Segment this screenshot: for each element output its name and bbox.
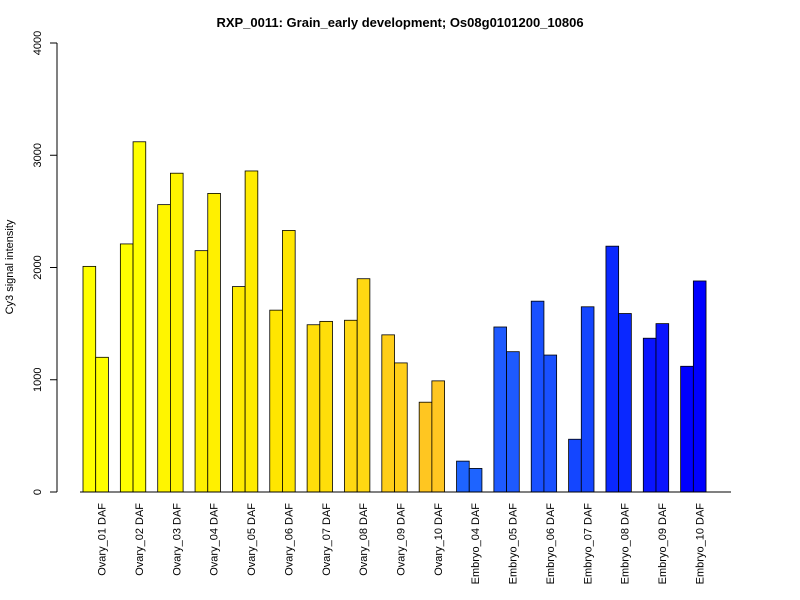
bar [618,313,632,493]
x-tick-label: Embryo_07 DAF [582,503,594,585]
bar [568,438,582,493]
x-tick-label: Ovary_08 DAF [358,503,370,576]
x-tick-label: Embryo_09 DAF [657,503,669,585]
bar [456,460,470,493]
bar [680,365,694,493]
bar [506,351,520,493]
bar [356,278,371,493]
x-tick-label: Embryo_06 DAF [545,503,557,585]
y-axis-label: Cy3 signal intensity [4,219,16,314]
bar [468,468,483,493]
y-tick-label: 4000 [32,31,44,55]
bar [269,309,283,493]
x-tick-label: Ovary_02 DAF [134,503,146,576]
x-tick-label: Ovary_04 DAF [209,503,221,576]
bar [580,306,595,493]
bar [655,323,670,493]
bar [95,356,109,493]
bar [344,319,358,493]
bar [642,337,657,493]
bar [244,170,259,493]
bar [119,243,134,493]
bar [381,334,395,493]
bar [132,141,147,493]
x-tick-label: Ovary_07 DAF [321,503,333,576]
x-tick-label: Ovary_06 DAF [283,503,295,576]
y-tick-label: 1000 [32,368,44,392]
bar [605,245,620,493]
bar [170,172,184,493]
x-tick-label: Ovary_05 DAF [246,503,258,576]
x-tick-label: Ovary_01 DAF [97,503,109,576]
bar [232,286,246,493]
x-tick-label: Embryo_05 DAF [508,503,520,585]
bars [82,141,707,493]
bar [282,230,296,493]
bar [493,326,507,493]
y-axis: 0 1000 2000 3000 4000 [32,31,58,495]
x-axis-labels: Ovary_01 DAF Ovary_02 DAF Ovary_03 DAF Ovar… [97,503,707,585]
bar [306,324,321,493]
bar [394,362,408,493]
bar [82,265,97,493]
bar [157,204,171,493]
x-tick-label: Embryo_10 DAF [694,503,706,585]
bar [543,354,558,493]
x-tick-label: Embryo_08 DAF [620,503,632,585]
bar [692,280,707,493]
x-tick-label: Embryo_04 DAF [470,503,482,585]
y-tick-label: 3000 [32,143,44,167]
bar [418,401,433,493]
x-tick-label: Ovary_10 DAF [433,503,445,576]
y-tick-label: 0 [32,489,44,495]
x-tick-label: Ovary_09 DAF [396,503,408,576]
bar [431,380,445,493]
bar [530,300,545,493]
x-tick-label: Ovary_03 DAF [171,503,183,576]
bar [194,250,209,493]
y-tick-label: 2000 [32,255,44,279]
bar [319,320,333,493]
bar [207,193,221,493]
chart-title: RXP_0011: Grain_early development; Os08g… [216,15,583,30]
